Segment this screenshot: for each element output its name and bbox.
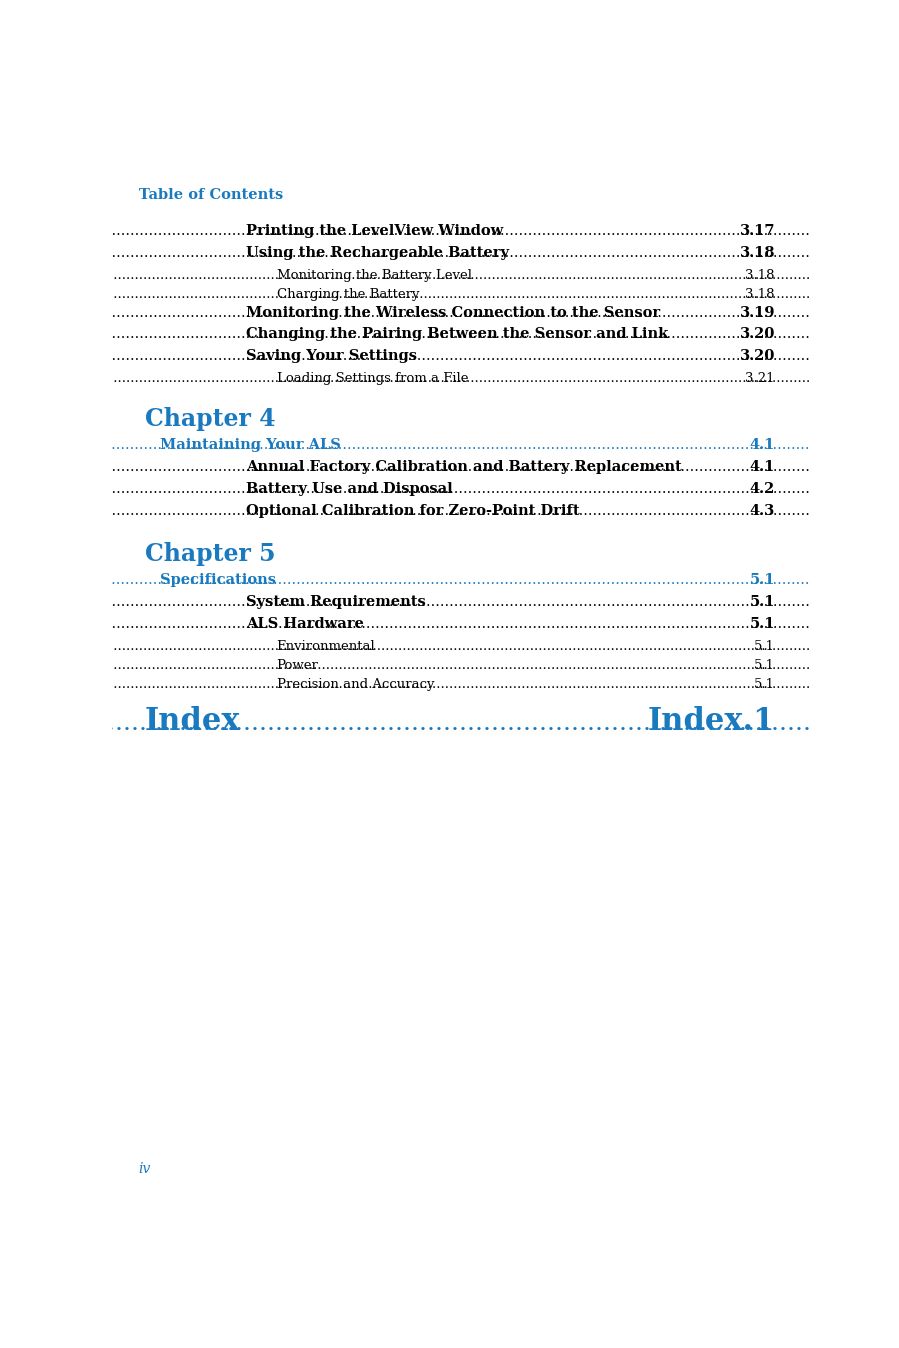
Text: 3.18: 3.18 [740,245,775,260]
Text: 3.18: 3.18 [745,268,775,282]
Text: Charging the Battery: Charging the Battery [277,287,419,301]
Text: 5.1: 5.1 [754,659,775,673]
Text: Changing the Pairing Between the Sensor and Link: Changing the Pairing Between the Sensor … [245,328,668,341]
Text: Printing the LevelView Window: Printing the LevelView Window [245,224,503,237]
Text: 3.18: 3.18 [745,287,775,301]
Text: Battery Use and Disposal: Battery Use and Disposal [245,481,452,496]
Text: ................................................................................: ........................................… [0,659,899,673]
Text: Maintaining Your ALS: Maintaining Your ALS [160,438,342,452]
Text: Optional Calibration for Zero-Point Drift: Optional Calibration for Zero-Point Drif… [245,504,579,518]
Text: ALS Hardware: ALS Hardware [245,617,363,631]
Text: 5.1: 5.1 [750,617,775,631]
Text: Chapter 4: Chapter 4 [145,407,276,431]
Text: 5.1: 5.1 [750,573,775,588]
Text: ................................................................................: ........................................… [0,268,899,282]
Text: Environmental: Environmental [277,640,376,654]
Text: 3.20: 3.20 [740,328,775,341]
Text: 5.1: 5.1 [750,596,775,609]
Text: ................................................................................: ........................................… [0,504,899,518]
Text: Table of Contents: Table of Contents [138,187,283,202]
Text: Saving Your Settings: Saving Your Settings [245,349,416,364]
Text: Specifications: Specifications [160,573,276,588]
Text: ................................................................................: ........................................… [0,617,899,631]
Text: Index.1: Index.1 [648,706,775,737]
Text: Loading Settings from a File: Loading Settings from a File [277,372,468,386]
Text: 5.1: 5.1 [754,678,775,692]
Text: 4.3: 4.3 [750,504,775,518]
Text: iv: iv [138,1162,151,1175]
Text: ................................................................................: ........................................… [0,306,899,319]
Text: 4.1: 4.1 [750,438,775,452]
Text: 4.1: 4.1 [750,460,775,474]
Text: 4.2: 4.2 [750,481,775,496]
Text: ................................................................................: ........................................… [0,372,899,386]
Text: Annual Factory Calibration and Battery Replacement: Annual Factory Calibration and Battery R… [245,460,681,474]
Text: Index: Index [145,706,240,737]
Text: ................................................................................: ........................................… [0,596,899,609]
Text: Power: Power [277,659,318,673]
Text: ................................................................................: ........................................… [0,573,899,588]
Text: 3.20: 3.20 [740,349,775,364]
Text: ................................................................................: ........................................… [0,287,899,301]
Text: ................................................................................: ........................................… [0,328,899,341]
Text: Using the Rechargeable Battery: Using the Rechargeable Battery [245,245,509,260]
Text: ................................................................................: ........................................… [0,245,899,260]
Text: ................................................................................: ........................................… [0,481,899,496]
Text: Monitoring the Wireless Connection to the Sensor: Monitoring the Wireless Connection to th… [245,306,660,319]
Text: 3.21: 3.21 [745,372,775,386]
Text: ................................................................................: ........................................… [0,349,899,364]
Text: Precision and Accuracy: Precision and Accuracy [277,678,434,692]
Text: 5.1: 5.1 [754,640,775,654]
Text: ................................................................................: ........................................… [0,460,899,474]
Text: 3.19: 3.19 [740,306,775,319]
Text: ................................................................................: ........................................… [0,224,899,237]
Text: System Requirements: System Requirements [245,596,425,609]
Text: Chapter 5: Chapter 5 [145,542,275,566]
Text: 3.17: 3.17 [740,224,775,237]
Text: ................................................................................: ........................................… [0,712,899,735]
Text: ................................................................................: ........................................… [0,678,899,692]
Text: Monitoring the Battery Level: Monitoring the Battery Level [277,268,472,282]
Text: ................................................................................: ........................................… [0,438,899,452]
Text: ................................................................................: ........................................… [0,640,899,654]
